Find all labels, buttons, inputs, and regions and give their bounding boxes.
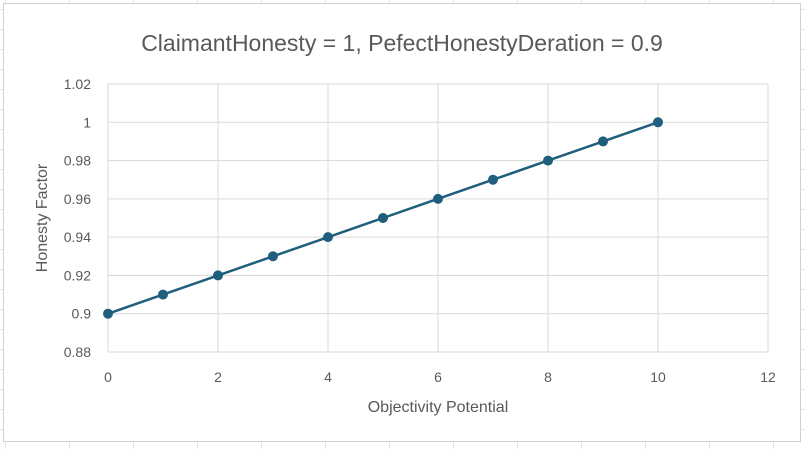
y-tick-label: 1.02 [64,76,91,92]
x-axis-ticks: 0 2 4 6 8 10 12 [104,369,776,385]
data-point[interactable] [543,155,553,166]
data-point[interactable] [323,232,333,243]
x-tick-label: 0 [104,369,112,385]
y-tick-label: 0.92 [64,267,91,283]
y-tick-label: 0.88 [64,344,91,360]
series-group [103,117,663,319]
x-tick-label: 6 [434,369,442,385]
y-axis-label: Honesty Factor [34,163,51,272]
y-axis-ticks: 0.88 0.9 0.92 0.94 0.96 0.98 1 1.02 [64,76,91,360]
y-tick-label: 0.96 [64,191,91,207]
chart-title: ClaimantHonesty = 1, PefectHonestyDerati… [141,30,663,56]
data-point[interactable] [268,251,278,262]
x-tick-label: 4 [324,369,332,385]
data-point[interactable] [598,136,608,147]
x-tick-label: 12 [760,369,776,385]
data-point[interactable] [433,193,443,204]
x-tick-label: 2 [214,369,222,385]
y-tick-label: 1 [83,114,91,130]
data-point[interactable] [653,117,663,128]
data-point[interactable] [103,308,113,319]
x-axis-label: Objectivity Potential [368,399,509,416]
y-tick-label: 0.98 [64,153,91,169]
gridlines [107,83,769,353]
x-tick-label: 10 [650,369,666,385]
y-tick-label: 0.94 [64,229,91,245]
y-tick-label: 0.9 [72,306,92,322]
data-point[interactable] [488,174,498,185]
data-point[interactable] [158,289,168,300]
chart-area[interactable] [3,3,801,442]
x-tick-label: 8 [544,369,552,385]
data-point[interactable] [213,270,223,281]
data-point[interactable] [378,213,388,223]
